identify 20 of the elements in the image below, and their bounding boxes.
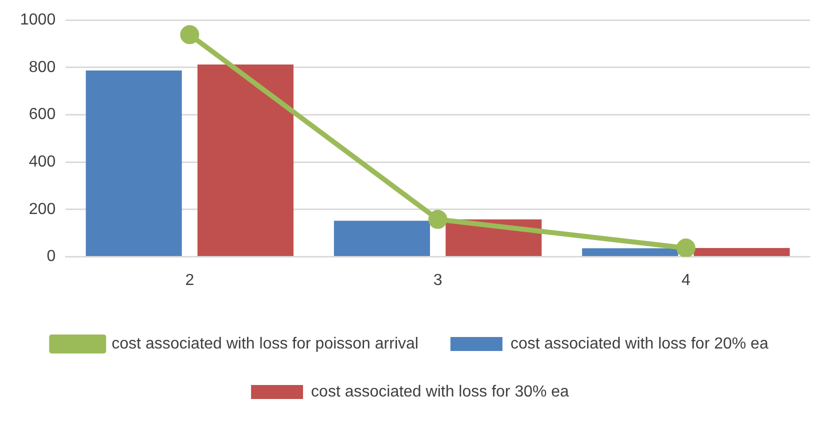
x-tick-label: 2	[185, 272, 194, 289]
bar	[86, 70, 182, 256]
legend-label: cost associated with loss for 20% ea	[510, 335, 768, 352]
legend-label: cost associated with loss for poisson arrival	[112, 335, 418, 352]
y-tick-label: 400	[28, 153, 56, 170]
point	[428, 210, 448, 229]
point	[180, 25, 200, 44]
bar	[334, 220, 430, 256]
legend-label: cost associated with loss for 30% ea	[311, 383, 570, 400]
bar	[694, 248, 790, 256]
point	[676, 238, 696, 257]
x-tick-label: 3	[433, 272, 442, 289]
bar	[197, 64, 294, 256]
x-tick-label: 4	[681, 272, 690, 289]
bar	[582, 248, 678, 256]
y-tick-label: 1000	[20, 11, 56, 28]
y-tick-label: 600	[28, 106, 56, 124]
y-tick-label: 800	[28, 58, 56, 76]
y-tick-label: 0	[46, 248, 56, 266]
y-tick-label: 200	[28, 200, 56, 218]
